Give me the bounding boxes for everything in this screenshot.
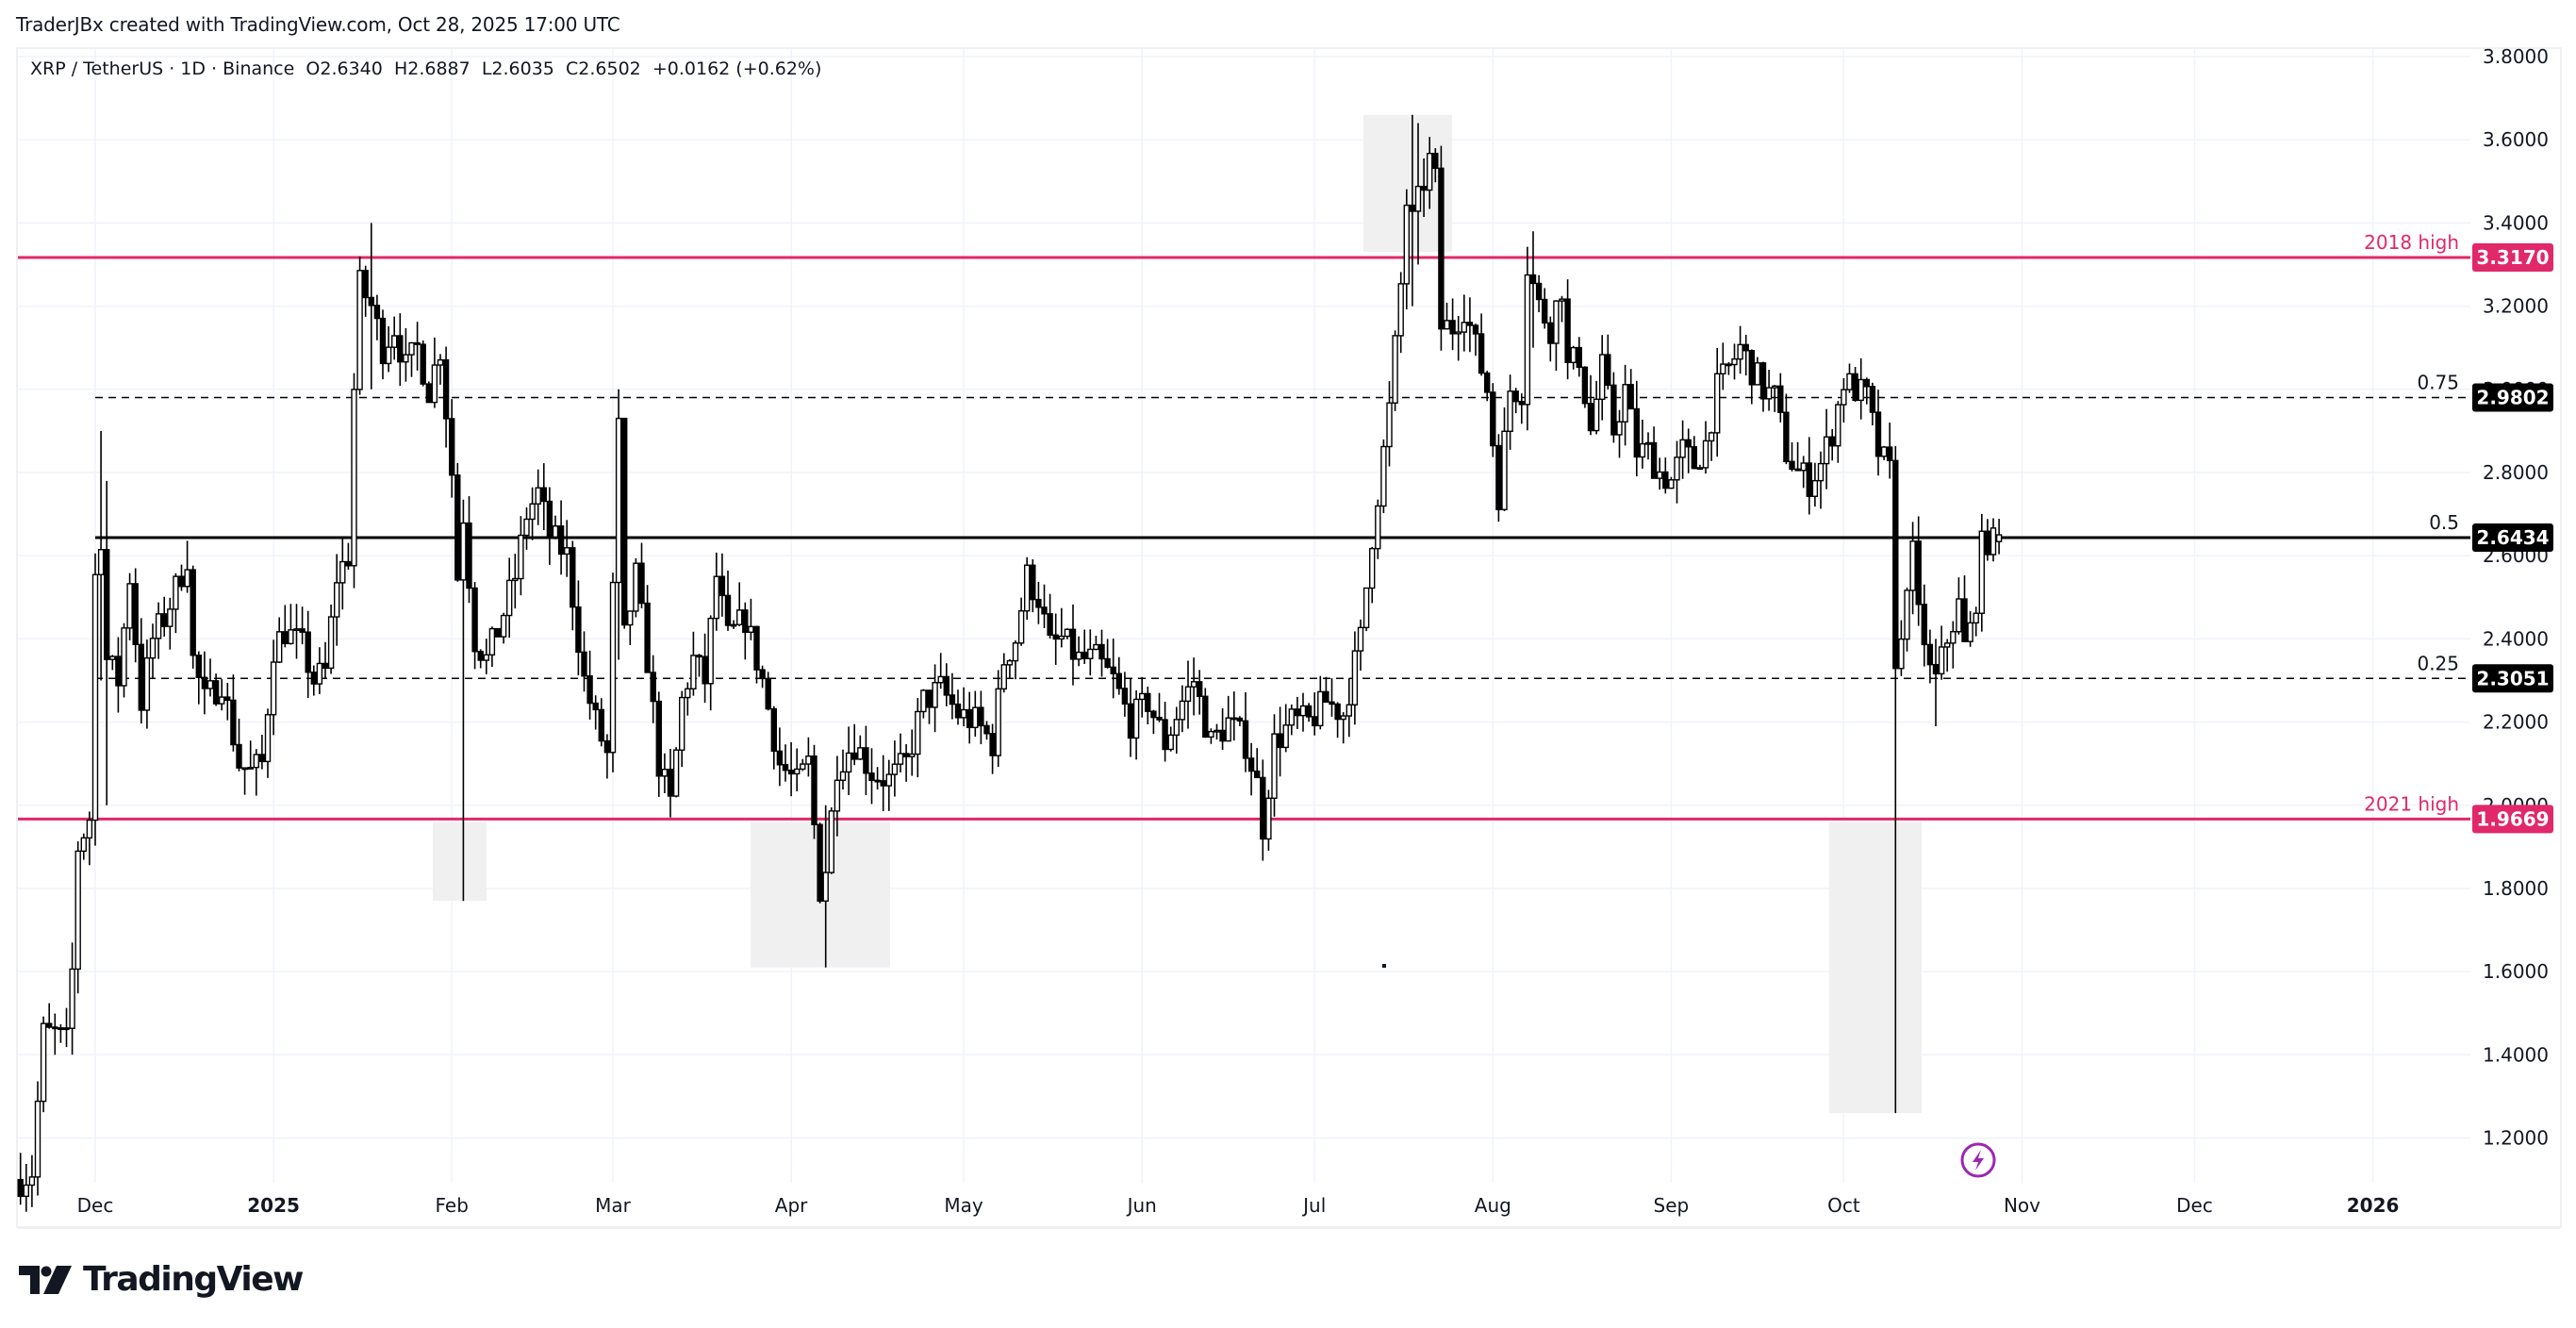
price-tick-label: 3.4000: [2483, 211, 2549, 234]
ohlc-low: L2.6035: [481, 58, 554, 79]
symbol-name: XRP / TetherUS · 1D · Binance: [30, 58, 295, 79]
feb-wick-box: [433, 822, 487, 902]
ohlc-close: C2.6502: [566, 58, 641, 79]
time-tick-label: Sep: [1654, 1194, 1690, 1217]
price-tag: [2472, 523, 2553, 553]
time-tick-label: May: [944, 1194, 983, 1217]
price-tick-label: 3.6000: [2483, 128, 2549, 151]
price-tag: [2472, 805, 2553, 834]
price-tick-label: 1.8000: [2483, 877, 2549, 900]
price-tag: [2472, 664, 2553, 693]
time-tick-label: Apr: [775, 1194, 808, 1217]
level-label: 0.25: [2417, 652, 2459, 674]
time-tick-label: Nov: [2004, 1194, 2040, 1217]
price-tick-label: 3.2000: [2483, 295, 2549, 318]
tradingview-logo-icon: [19, 1265, 72, 1294]
time-tick-label: Feb: [435, 1194, 468, 1217]
price-tick-label: 2.2000: [2483, 711, 2549, 734]
time-tick-label: Dec: [2176, 1194, 2213, 1217]
price-tick-label: 2.8000: [2483, 461, 2549, 484]
price-tag-text: 1.9669: [2476, 807, 2549, 830]
price-tick-label: 3.8000: [2483, 45, 2549, 68]
price-tags: 3.3170 2.9802 2.6434 2.3051 1.9669: [2472, 243, 2553, 834]
ohlc-open: O2.6340: [305, 58, 383, 79]
level-label: 0.5: [2429, 511, 2459, 534]
price-tick-label: 1.6000: [2483, 960, 2549, 983]
time-tick-label: Aug: [1475, 1194, 1511, 1217]
price-axis[interactable]: 3.80003.60003.40003.20003.00002.80002.60…: [2483, 45, 2549, 1150]
price-tick-label: 2.4000: [2483, 627, 2549, 650]
time-tick-label: Dec: [77, 1194, 114, 1217]
time-tick-label: Mar: [595, 1194, 632, 1217]
tradingview-logo[interactable]: TradingView: [19, 1260, 304, 1299]
ohlc-change: +0.0162 (+0.62%): [652, 58, 822, 79]
level-label: 2018 high: [2364, 231, 2459, 254]
level-label: 2021 high: [2364, 792, 2459, 815]
time-tick-label: Oct: [1827, 1194, 1860, 1217]
price-tick-label: 1.2000: [2483, 1127, 2549, 1150]
time-tick-label: Jun: [1126, 1194, 1157, 1217]
marker-dot: [1382, 964, 1386, 968]
price-tag-text: 3.3170: [2476, 246, 2549, 269]
ohlc-high: H2.6887: [393, 58, 471, 79]
time-tick-label: 2025: [247, 1194, 300, 1217]
symbol-legend: XRP / TetherUS · 1D · Binance O2.6340 H2…: [30, 58, 821, 79]
time-tick-label: 2026: [2347, 1194, 2400, 1217]
attribution-text: TraderJBx created with TradingView.com, …: [16, 13, 620, 36]
time-tick-label: Jul: [1301, 1194, 1326, 1217]
candlestick-series: [17, 114, 2003, 1212]
highlight-boxes: [433, 114, 1922, 1114]
price-tag-text: 2.3051: [2476, 667, 2549, 689]
price-tag: [2472, 383, 2553, 412]
oct-crash-box: [1829, 822, 1922, 1114]
tradingview-logo-text: TradingView: [83, 1260, 304, 1299]
time-axis[interactable]: Dec 2025 Feb Mar Apr May Jun Jul Aug Sep Oct Nov Dec…: [77, 1194, 2400, 1217]
price-tag: [2472, 243, 2553, 273]
grid-lines: [18, 49, 2560, 1229]
lightning-icon[interactable]: [1960, 1142, 1996, 1178]
price-tag-text: 2.6434: [2476, 526, 2549, 549]
level-label: 0.75: [2417, 372, 2459, 394]
horizontal-levels[interactable]: 2018 high 0.75 0.5 0.25 2021 high: [18, 231, 2470, 821]
price-tick-label: 1.4000: [2483, 1043, 2549, 1066]
price-tag-text: 2.9802: [2476, 387, 2549, 409]
